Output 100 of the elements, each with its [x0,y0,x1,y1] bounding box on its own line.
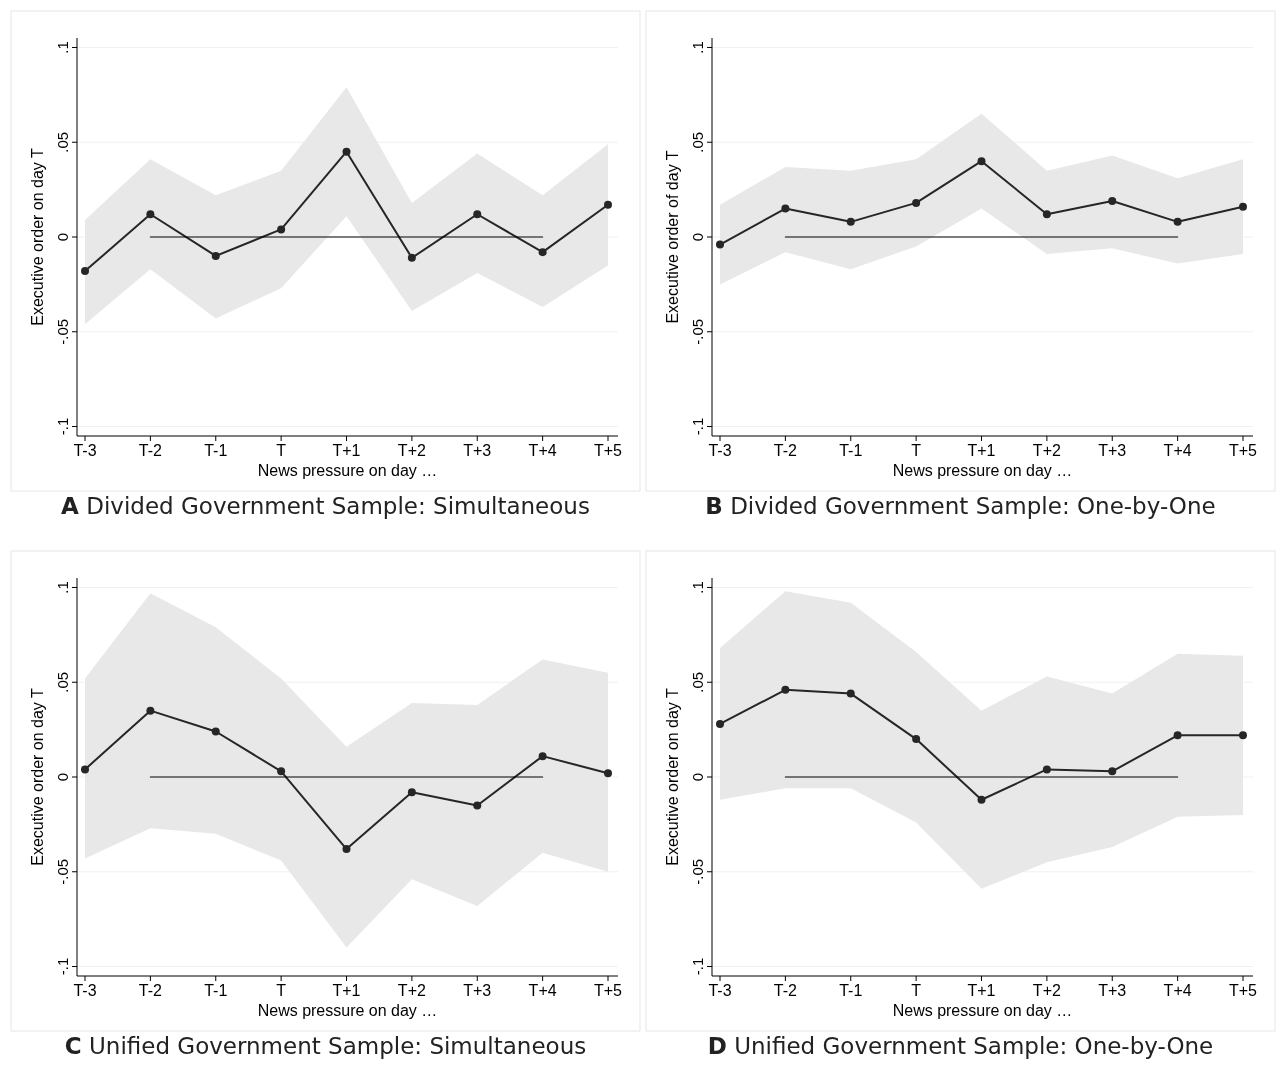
x-tick-label: T [276,982,287,999]
point [846,689,855,698]
y-tick-label: .05 [689,131,706,153]
y-tick-label: .1 [54,41,71,54]
x-tick-label: T-1 [839,442,863,459]
y-tick-label: -.1 [54,417,71,436]
point [407,788,416,797]
x-tick-label: T+2 [1032,442,1061,459]
x-tick-label: T+2 [397,442,426,459]
x-tick-label: T [911,442,922,459]
point [781,204,790,213]
x-axis-title: News pressure on day … [257,1002,438,1019]
point [277,225,286,234]
point [146,210,155,219]
y-axis-title: Executive order of day T [664,150,681,324]
y-tick-label: -.1 [54,957,71,976]
y-tick-label: .1 [54,581,71,594]
point [1108,767,1117,776]
point [604,200,612,209]
point [846,217,855,226]
y-axis-title: Executive order on day T [29,687,46,866]
y-tick-label: -.05 [54,318,71,345]
y-tick-label: -.05 [689,858,706,885]
x-tick-label: T+4 [528,982,557,999]
x-tick-label: T+2 [397,982,426,999]
point [781,685,790,694]
point [146,706,155,715]
x-tick-label: T-2 [773,442,798,459]
x-tick-label: T-1 [204,442,228,459]
point [473,801,482,810]
x-tick-label: T+5 [1228,442,1258,459]
x-tick-label: T-3 [73,442,97,459]
y-tick-label: -.1 [689,957,706,976]
text: B Divided Government Sample: One-by-One [705,493,1216,519]
y-tick-label: 0 [689,232,706,242]
x-axis-title: News pressure on day … [892,1002,1073,1019]
x-tick-label: T-1 [204,982,228,999]
point [473,210,482,219]
x-tick-label: T+4 [1163,442,1192,459]
y-tick-label: -.05 [54,858,71,885]
point [977,795,986,804]
x-tick-label: T+1 [332,442,361,459]
point [604,769,612,778]
y-tick-label: 0 [54,232,71,242]
x-tick-label: T+1 [332,982,361,999]
point [538,248,547,257]
y-tick-label: 0 [689,772,706,782]
x-tick-label: T-2 [138,442,163,459]
point [1239,202,1247,211]
x-tick-label: T+3 [463,442,492,459]
x-tick-label: T+1 [967,442,996,459]
x-tick-label: T [276,442,287,459]
x-tick-label: T-1 [839,982,863,999]
point [277,767,286,776]
text: C Unified Government Sample: Simultaneous [64,1033,587,1059]
x-tick-label: T-3 [708,442,732,459]
x-tick-label: T+5 [1228,982,1258,999]
y-tick-label: .1 [689,581,706,594]
point [538,752,547,761]
y-tick-label: -.05 [689,318,706,345]
point [1173,731,1182,740]
point [1173,217,1182,226]
x-tick-label: T+3 [1098,982,1127,999]
text: A Divided Government Sample: Simultaneous [61,493,590,519]
point [342,147,351,156]
x-tick-label: T+5 [593,442,623,459]
x-tick-label: T+5 [593,982,623,999]
point [912,735,921,744]
point [977,157,986,166]
point [1042,210,1051,219]
x-tick-label: T-2 [138,982,163,999]
y-axis-title: Executive order on day T [664,687,681,866]
x-tick-label: T-3 [708,982,732,999]
point [716,719,724,728]
point [1239,731,1247,740]
x-tick-label: T+2 [1032,982,1061,999]
text: D Unified Government Sample: One-by-One [707,1033,1214,1059]
x-tick-label: T-3 [73,982,97,999]
point [81,267,89,276]
y-tick-label: .05 [54,131,71,153]
point [211,727,220,736]
point [1042,765,1051,774]
x-tick-label: T+1 [967,982,996,999]
y-tick-label: .1 [689,41,706,54]
y-tick-label: 0 [54,772,71,782]
x-tick-label: T [911,982,922,999]
y-tick-label: .05 [54,671,71,693]
point [716,240,724,249]
y-tick-label: -.1 [689,417,706,436]
point [81,765,89,774]
y-tick-label: .05 [689,671,706,693]
x-tick-label: T+4 [528,442,557,459]
point [1108,196,1117,205]
point [407,253,416,262]
point [211,251,220,260]
y-axis-title: Executive order on day T [29,147,46,326]
point [912,198,921,207]
x-tick-label: T+3 [1098,442,1127,459]
x-axis-title: News pressure on day … [892,462,1073,479]
x-tick-label: T+4 [1163,982,1192,999]
